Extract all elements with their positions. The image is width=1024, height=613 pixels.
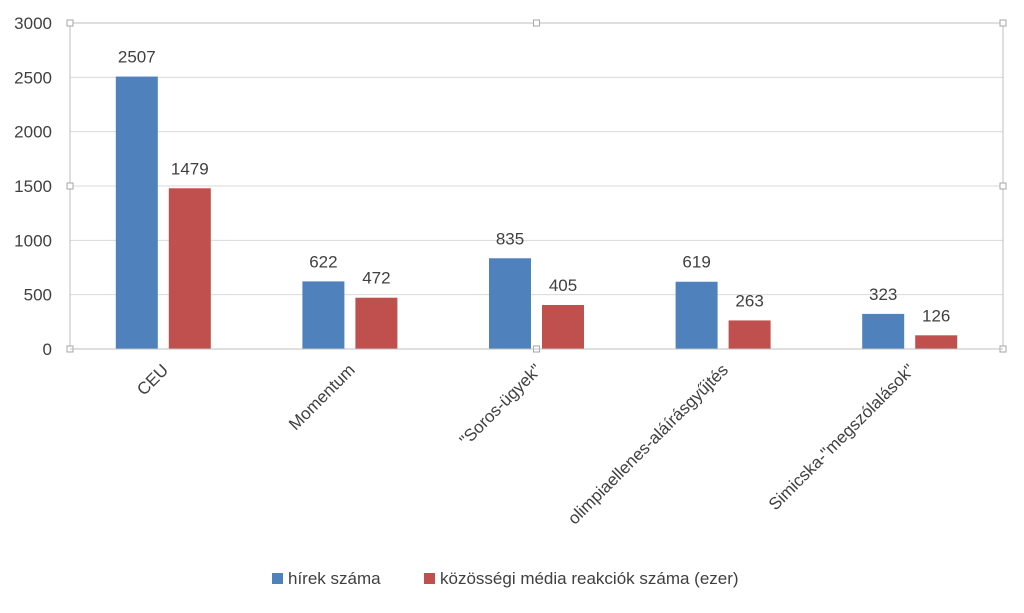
plot-area-handle (66, 19, 74, 27)
y-tick-label: 1000 (14, 231, 52, 250)
legend-swatch (424, 573, 435, 584)
y-tick-label: 3000 (14, 14, 52, 33)
data-label: 472 (362, 269, 390, 288)
data-label: 405 (549, 276, 577, 295)
bar-reactions (915, 335, 958, 349)
y-tick-label: 500 (24, 286, 52, 305)
legend-label: hírek száma (288, 569, 381, 588)
legend-swatch (272, 573, 283, 584)
data-label: 2507 (118, 48, 156, 67)
bar-reactions (542, 304, 584, 349)
plot-area-handle (999, 19, 1007, 27)
legend: hírek száma közösségi média reakciók szám… (272, 569, 739, 588)
x-tick-label: "Soros-ügyek" (456, 360, 545, 449)
y-tick-label: 2500 (14, 68, 52, 87)
bar-reactions (728, 320, 771, 349)
bar-news (862, 313, 905, 349)
data-label: 126 (922, 306, 950, 325)
bar-news (675, 281, 718, 349)
plot-area-handle (66, 182, 74, 190)
data-labels: 2507 1479 622 472 835 405 619 263 323 126 (118, 48, 951, 326)
plot-area-handle (999, 182, 1007, 190)
x-axis: CEU Momentum "Soros-ügyek" olimpiaellenes-a… (70, 348, 1003, 528)
x-tick-label: olimpiaellenes-aláírásgyűjtés (564, 360, 732, 528)
data-label: 835 (496, 229, 524, 248)
legend-label: közösségi média reakciók száma (ezer) (440, 569, 739, 588)
x-tick-label: CEU (133, 360, 172, 399)
y-tick-label: 0 (43, 340, 52, 359)
x-tick-label: Momentum (285, 360, 359, 434)
bar-news (302, 281, 345, 349)
data-label: 323 (869, 285, 897, 304)
data-label: 263 (735, 291, 763, 310)
data-label: 622 (309, 252, 337, 271)
y-tick-label: 1500 (14, 177, 52, 196)
bar-news (115, 76, 158, 350)
x-tick-label: Simicska-"megszólalások" (765, 360, 919, 514)
bars (115, 76, 958, 350)
bar-news (489, 258, 531, 349)
bar-reactions (168, 188, 211, 349)
bar-reactions (355, 297, 398, 349)
data-label: 1479 (171, 159, 209, 178)
data-label: 619 (682, 253, 710, 272)
y-tick-label: 2000 (14, 123, 52, 142)
y-axis: 0 500 1000 1500 2000 2500 3000 (14, 14, 52, 359)
plot-area-handle (533, 19, 540, 27)
